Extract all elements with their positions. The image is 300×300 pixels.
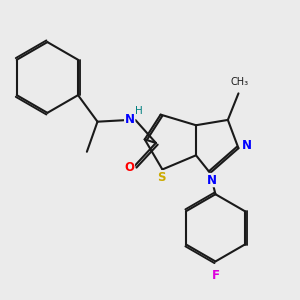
- Text: N: N: [125, 113, 135, 126]
- Text: S: S: [158, 171, 166, 184]
- Text: N: N: [242, 139, 252, 152]
- Text: H: H: [135, 106, 143, 116]
- Text: F: F: [212, 269, 220, 282]
- Text: O: O: [124, 161, 134, 174]
- Text: CH₃: CH₃: [230, 77, 248, 87]
- Text: N: N: [207, 174, 217, 187]
